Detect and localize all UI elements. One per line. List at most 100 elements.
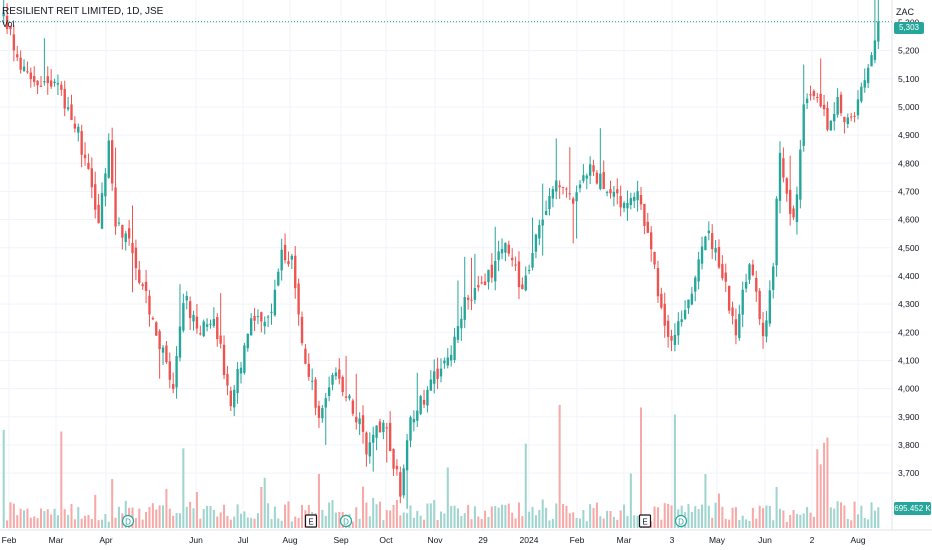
candle-body bbox=[243, 345, 246, 373]
volume-bar bbox=[538, 509, 541, 528]
price-tick-label: 4,900 bbox=[898, 130, 920, 140]
candle-body bbox=[66, 107, 70, 110]
volume-bar bbox=[494, 505, 497, 528]
time-tick-label: 2 bbox=[810, 535, 815, 545]
candle-body bbox=[816, 97, 819, 99]
candle-body bbox=[280, 249, 283, 271]
volume-bar bbox=[229, 519, 232, 528]
volume-bar bbox=[392, 504, 395, 528]
candle-body bbox=[609, 189, 612, 194]
volume-bar bbox=[572, 512, 575, 528]
volume-bar bbox=[267, 503, 270, 528]
candle-body bbox=[358, 418, 361, 425]
candle-body bbox=[202, 321, 205, 337]
volume-bar bbox=[589, 504, 592, 528]
volume-bar bbox=[867, 519, 870, 528]
candle-body bbox=[731, 307, 734, 317]
candle-body bbox=[12, 34, 16, 51]
candle-body bbox=[707, 230, 710, 234]
candle-body bbox=[605, 191, 609, 193]
candle-body bbox=[636, 191, 639, 201]
candle-body bbox=[755, 277, 758, 292]
candle-body bbox=[175, 356, 178, 388]
candle-body bbox=[758, 290, 761, 320]
volume-bar bbox=[402, 512, 405, 528]
candle-body bbox=[666, 320, 670, 337]
candle-body bbox=[480, 282, 483, 284]
candle-body bbox=[873, 40, 877, 60]
candle-body bbox=[694, 277, 697, 292]
volume-bar bbox=[585, 521, 588, 528]
candle-body bbox=[538, 225, 541, 239]
volume-bar bbox=[663, 503, 666, 528]
volume-bar bbox=[134, 518, 137, 528]
candle-body bbox=[846, 117, 849, 125]
volume-bar bbox=[501, 504, 504, 528]
volume-bar bbox=[94, 494, 97, 528]
volume-bar bbox=[256, 513, 259, 528]
candle-body bbox=[429, 379, 433, 391]
volume-bar bbox=[755, 518, 758, 528]
volume-bar bbox=[731, 507, 734, 528]
candle-body bbox=[561, 186, 565, 188]
volume-bar bbox=[239, 513, 243, 528]
candle-body bbox=[216, 317, 219, 340]
candle-body bbox=[568, 193, 572, 195]
volume-bar bbox=[595, 502, 598, 528]
candle-body bbox=[392, 448, 395, 469]
volume-bar bbox=[551, 518, 554, 528]
volume-bar bbox=[738, 520, 741, 528]
candle-body bbox=[588, 164, 592, 176]
volume-bar bbox=[467, 504, 470, 528]
candle-body bbox=[9, 26, 12, 30]
candle-body bbox=[321, 407, 324, 419]
price-tick-label: 5,000 bbox=[898, 102, 920, 112]
volume-bar bbox=[429, 503, 432, 528]
dividend-marker[interactable]: D bbox=[674, 514, 688, 528]
candle-body bbox=[622, 202, 626, 209]
dividend-marker[interactable]: D bbox=[339, 514, 353, 528]
candle-body bbox=[592, 165, 595, 172]
candle-body bbox=[402, 468, 405, 496]
volume-bar bbox=[687, 504, 690, 528]
volume-bar bbox=[53, 508, 56, 528]
volume-bar bbox=[236, 504, 239, 528]
candle-body bbox=[334, 372, 338, 377]
candle-body bbox=[307, 363, 310, 377]
candle-body bbox=[121, 224, 124, 238]
candle-body bbox=[487, 269, 490, 283]
earnings-marker[interactable]: E bbox=[304, 514, 318, 528]
volume-bar bbox=[751, 507, 754, 528]
volume-bar bbox=[450, 506, 453, 528]
candle-body bbox=[382, 422, 385, 433]
earnings-marker[interactable]: E bbox=[638, 514, 652, 528]
volume-bar bbox=[768, 505, 771, 528]
volume-bar bbox=[70, 504, 73, 528]
candle-body bbox=[829, 120, 833, 131]
volume-bar bbox=[162, 505, 165, 528]
candle-body bbox=[94, 184, 97, 210]
volume-bar bbox=[623, 504, 626, 528]
volume-bar bbox=[277, 518, 280, 528]
volume-bar bbox=[772, 520, 775, 528]
candle-body bbox=[117, 222, 121, 224]
volume-bar bbox=[409, 505, 412, 528]
volume-bar bbox=[300, 504, 304, 528]
candle-body bbox=[439, 368, 443, 377]
volume-bar bbox=[16, 515, 19, 528]
volume-bar bbox=[714, 502, 717, 528]
symbol-title[interactable]: RESILIENT REIT LIMITED, 1D, JSE bbox=[2, 6, 164, 17]
candle-body bbox=[443, 360, 446, 364]
volume-bar bbox=[216, 516, 219, 528]
candle-body bbox=[646, 221, 649, 233]
volume-bar bbox=[487, 516, 490, 528]
candle-body bbox=[788, 189, 792, 214]
candle-body bbox=[761, 322, 765, 337]
time-tick-label: Aug bbox=[850, 535, 865, 545]
volume-bar bbox=[528, 511, 531, 528]
dividend-marker[interactable]: D bbox=[121, 514, 135, 528]
volume-bar bbox=[399, 515, 402, 528]
volume-bar bbox=[382, 520, 385, 528]
volume-bar bbox=[19, 508, 22, 528]
